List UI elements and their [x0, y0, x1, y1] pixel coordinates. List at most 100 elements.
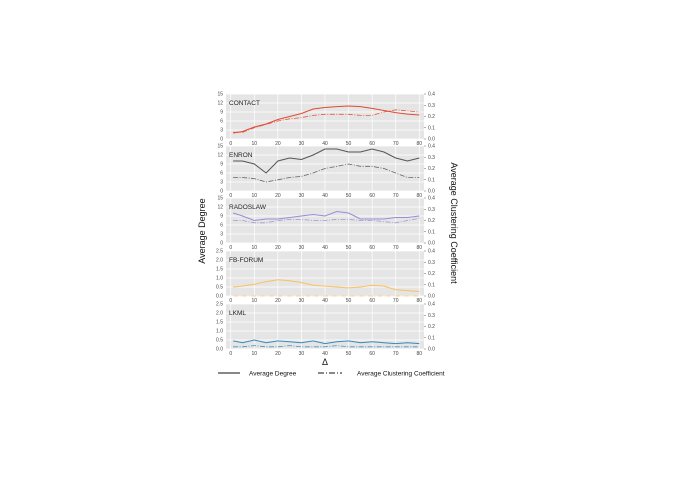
x-tick-label: 30 [299, 193, 305, 199]
y-tick-right-label: 0.1 [428, 177, 435, 183]
x-tick-label: 70 [393, 245, 399, 251]
y-tick-right-label: 0.0 [428, 294, 435, 300]
x-tick-label: 10 [252, 245, 258, 251]
series-average-degree [233, 279, 420, 292]
y-tick-left-label: 0.5 [216, 338, 223, 344]
x-tick-label: 50 [346, 351, 352, 357]
y-tick-right-label: 0.4 [428, 196, 435, 202]
y-tick-left-label: 0 [220, 241, 223, 247]
x-tick-label: 80 [417, 245, 423, 251]
y-tick-right-label: 0.2 [428, 324, 435, 330]
x-tick-label: 10 [252, 298, 258, 304]
series-average-clustering [233, 217, 420, 224]
x-tick-label: 30 [299, 351, 305, 357]
y-tick-right-label: 0.3 [428, 313, 435, 319]
x-tick-label: 20 [275, 193, 281, 199]
panel-radoslaw: 0 3 6 9 12 15 0.0 0.1 0.2 0.3 0.4 0 10 20 30 40 50 60 70 80… [217, 196, 435, 251]
x-tick-label: 60 [369, 245, 375, 251]
y-tick-left-label: 9 [220, 162, 223, 168]
x-tick-label: 40 [322, 245, 328, 251]
x-tick-label: 10 [252, 351, 258, 357]
y-tick-right-label: 0.3 [428, 260, 435, 266]
y-tick-left-label: 3 [220, 232, 223, 238]
x-tick-label: 0 [229, 351, 232, 357]
y-axis-right-title: Average Clustering Coefficient [449, 162, 459, 284]
y-tick-left-label: 12 [217, 101, 223, 107]
y-tick-left-label: 12 [217, 205, 223, 211]
y-tick-right-label: 0.1 [428, 282, 435, 288]
x-tick-label: 50 [346, 298, 352, 304]
x-tick-label: 20 [275, 351, 281, 357]
series-average-clustering [233, 345, 420, 348]
x-tick-label: 10 [252, 193, 258, 199]
y-tick-right-label: 0.0 [428, 189, 435, 195]
x-tick-label: 80 [417, 141, 423, 147]
y-tick-left-label: 6 [220, 223, 223, 229]
series-average-clustering [233, 109, 420, 133]
x-tick-label: 20 [275, 298, 281, 304]
y-tick-left-label: 15 [217, 196, 223, 202]
y-tick-right-label: 0.4 [428, 302, 435, 308]
x-tick-label: 10 [252, 141, 258, 147]
panel-title: FB-FORUM [229, 257, 263, 264]
y-tick-left-label: 1.0 [216, 276, 223, 282]
y-tick-left-label: 6 [220, 119, 223, 125]
y-tick-left-label: 3 [220, 180, 223, 186]
y-tick-left-label: 1.5 [216, 267, 223, 273]
y-tick-left-label: 0.5 [216, 285, 223, 291]
legend-clustering-label: Average Clustering Coefficient [357, 371, 445, 378]
y-tick-left-label: 2.0 [216, 258, 223, 264]
x-tick-label: 70 [393, 141, 399, 147]
series-average-degree [233, 148, 420, 174]
x-tick-label: 30 [299, 141, 305, 147]
x-tick-label: 80 [417, 351, 423, 357]
series-average-degree [232, 210, 420, 222]
x-tick-label: 80 [417, 298, 423, 304]
panel-title: ENRON [229, 152, 253, 159]
y-tick-left-label: 2.0 [216, 311, 223, 317]
y-tick-left-label: 0 [220, 137, 223, 143]
y-tick-left-label: 9 [220, 110, 223, 116]
y-tick-left-label: 0.0 [216, 347, 223, 353]
y-tick-left-label: 0.0 [216, 294, 223, 300]
panel-title: CONTACT [229, 100, 260, 107]
y-tick-right-label: 0.1 [428, 229, 435, 235]
y-tick-left-label: 6 [220, 171, 223, 177]
x-tick-label: 0 [229, 193, 232, 199]
y-tick-right-label: 0.2 [428, 114, 435, 120]
y-tick-left-label: 15 [217, 92, 223, 98]
y-tick-right-label: 0.2 [428, 218, 435, 224]
y-tick-right-label: 0.1 [428, 125, 435, 131]
y-tick-right-label: 0.4 [428, 249, 435, 255]
x-tick-label: 70 [393, 298, 399, 304]
y-tick-left-label: 3 [220, 128, 223, 134]
y-tick-right-label: 0.2 [428, 166, 435, 172]
x-tick-label: 80 [417, 193, 423, 199]
x-tick-label: 60 [369, 351, 375, 357]
y-tick-right-label: 0.0 [428, 347, 435, 353]
panel-enron: 0 3 6 9 12 15 0.0 0.1 0.2 0.3 0.4 0 10 20 30 40 50 60 70 80… [217, 144, 435, 199]
panel-lkml: 0.0 0.5 1.0 1.5 2.0 2.5 0.0 0.1 0.2 0.3 0.4 0 10 20 30… [216, 302, 435, 357]
series-average-degree [233, 339, 420, 345]
legend-degree-label: Average Degree [249, 371, 297, 378]
y-tick-right-label: 0.3 [428, 207, 435, 213]
panel-fb-forum: 0.0 0.5 1.0 1.5 2.0 2.5 0.0 0.1 0.2 0.3 0.4 0 10 20 30… [216, 249, 435, 304]
panel-contact: 0 3 6 9 12 15 0.0 0.1 0.2 0.3 0.4 0 10 20 30 40 50 60 70 80… [217, 92, 435, 147]
y-tick-right-label: 0.1 [428, 335, 435, 341]
x-tick-label: 60 [369, 193, 375, 199]
y-tick-right-label: 0.3 [428, 155, 435, 161]
x-tick-label: 20 [275, 245, 281, 251]
y-tick-left-label: 2.5 [216, 302, 223, 308]
y-tick-left-label: 12 [217, 153, 223, 159]
y-tick-left-label: 1.0 [216, 329, 223, 335]
y-tick-right-label: 0.2 [428, 271, 435, 277]
x-tick-label: 40 [322, 298, 328, 304]
x-tick-label: 0 [229, 245, 232, 251]
x-tick-label: 70 [393, 193, 399, 199]
y-tick-right-label: 0.4 [428, 92, 435, 98]
panel-title: RADOSLAW [229, 204, 267, 211]
y-tick-right-label: 0.3 [428, 103, 435, 109]
x-tick-label: 0 [229, 298, 232, 304]
x-tick-label: 60 [369, 298, 375, 304]
